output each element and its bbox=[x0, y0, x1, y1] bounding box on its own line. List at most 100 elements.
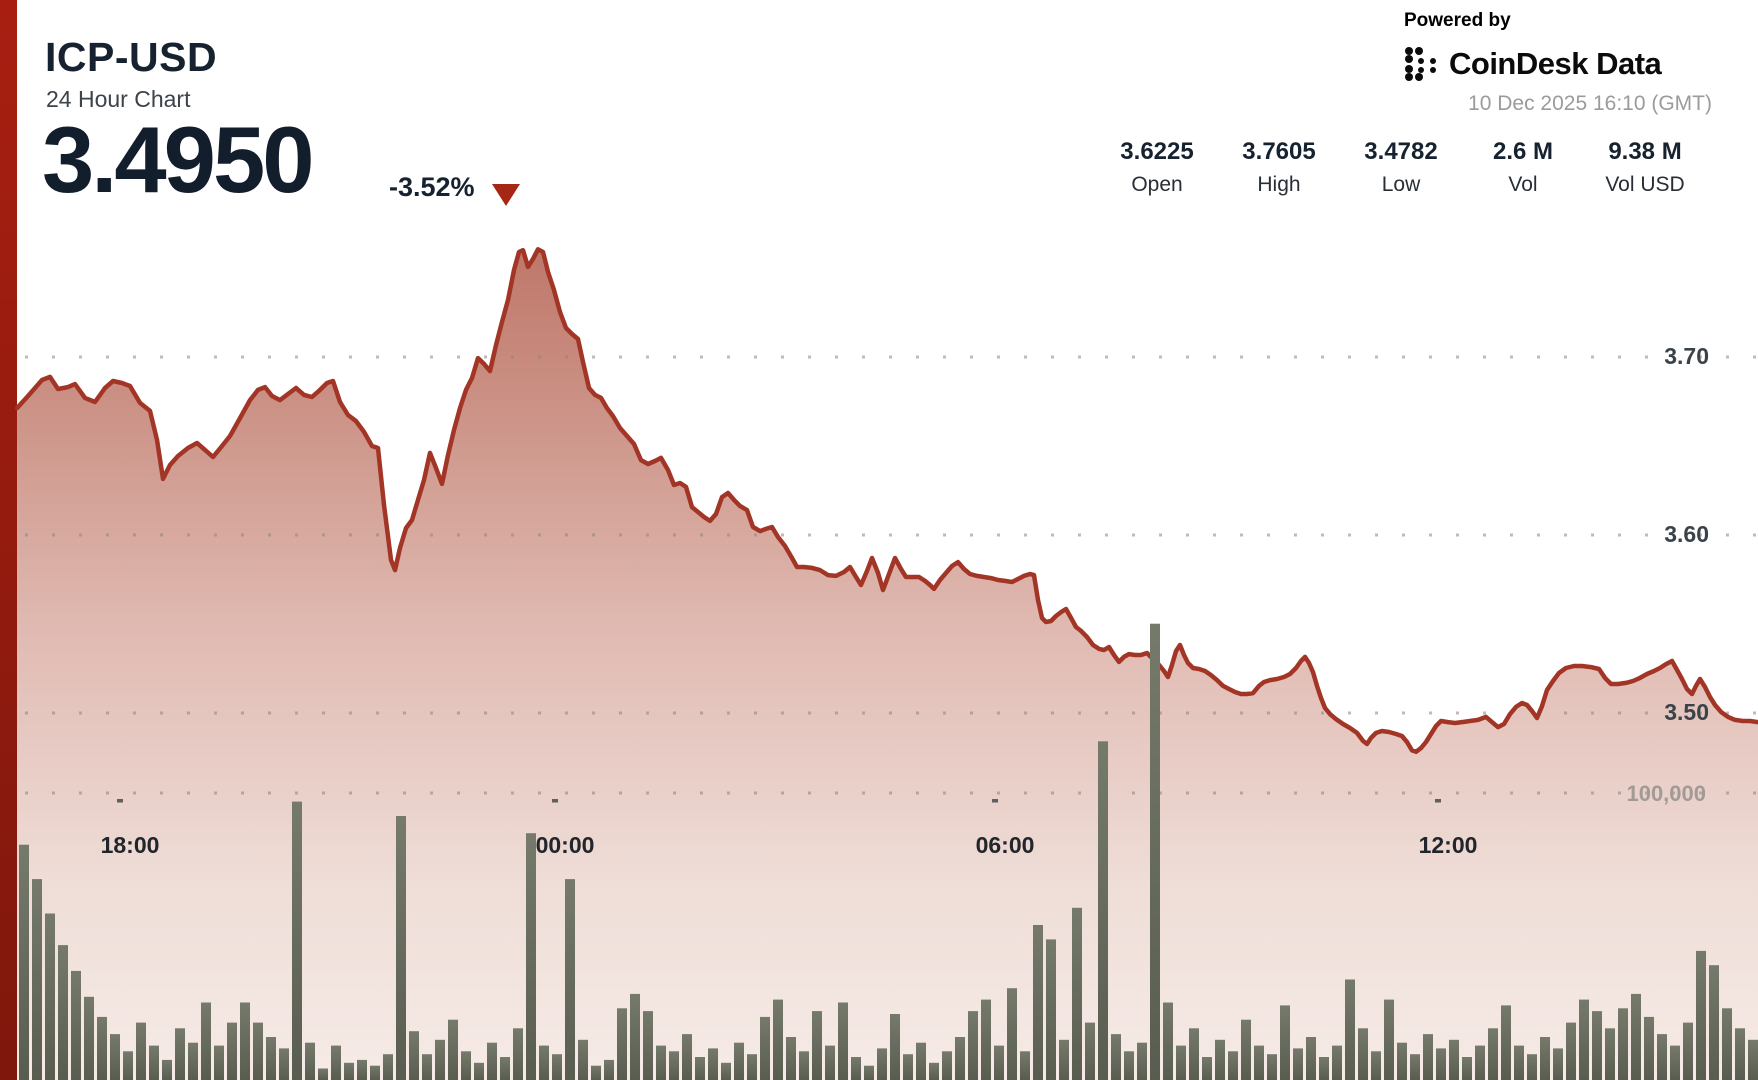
stat-value: 9.38 M bbox=[1608, 138, 1682, 165]
volume-bar bbox=[500, 1057, 510, 1080]
volume-bar bbox=[370, 1065, 380, 1080]
volume-bar bbox=[929, 1062, 939, 1080]
volume-bar bbox=[1540, 1037, 1550, 1080]
volume-bar bbox=[253, 1022, 263, 1080]
volume-bar bbox=[110, 1034, 120, 1080]
volume-bar bbox=[1098, 741, 1108, 1080]
volume-bar bbox=[383, 1054, 393, 1080]
volume-bar bbox=[175, 1028, 185, 1080]
volume-bar bbox=[331, 1045, 341, 1080]
volume-bar bbox=[669, 1051, 679, 1080]
volume-bar bbox=[318, 1068, 328, 1080]
volume-bar bbox=[1293, 1048, 1303, 1080]
stat-open: 3.6225 Open bbox=[1096, 138, 1218, 197]
y-axis-label-3-60: 3.60 bbox=[1664, 521, 1709, 547]
volume-bar bbox=[1241, 1019, 1251, 1080]
volume-bar bbox=[656, 1045, 666, 1080]
volume-bar bbox=[1267, 1054, 1277, 1080]
stat-value: 3.7605 bbox=[1242, 138, 1316, 165]
time-tick bbox=[552, 799, 558, 803]
x-axis-label-06: 06:00 bbox=[975, 832, 1035, 858]
volume-bar bbox=[1670, 1045, 1680, 1080]
volume-bar bbox=[799, 1051, 809, 1080]
volume-bar bbox=[1202, 1057, 1212, 1080]
volume-bar bbox=[435, 1039, 445, 1080]
volume-bar bbox=[396, 816, 406, 1080]
volume-bar bbox=[422, 1054, 432, 1080]
volume-bar bbox=[1046, 939, 1056, 1080]
volume-bar bbox=[201, 1002, 211, 1080]
volume-bar bbox=[188, 1042, 198, 1080]
x-axis-label-18: 18:00 bbox=[100, 832, 160, 858]
volume-bar bbox=[1085, 1022, 1095, 1080]
volume-bar bbox=[149, 1045, 159, 1080]
time-tick bbox=[117, 799, 123, 803]
stat-label: Open bbox=[1131, 173, 1183, 196]
volume-bar bbox=[981, 999, 991, 1080]
volume-bar bbox=[838, 1002, 848, 1080]
volume-bar bbox=[539, 1045, 549, 1080]
stat-label: Vol USD bbox=[1605, 173, 1685, 196]
volume-bar bbox=[1124, 1051, 1134, 1080]
volume-bar bbox=[578, 1039, 588, 1080]
stat-vol: 2.6 M Vol bbox=[1462, 138, 1584, 197]
stat-label: Vol bbox=[1508, 173, 1538, 196]
volume-bar bbox=[682, 1034, 692, 1080]
stats-row: 3.6225 Open 3.7605 High 3.4782 Low 2.6 M… bbox=[1096, 138, 1706, 197]
volume-bar bbox=[877, 1048, 887, 1080]
powered-by-text: Powered by bbox=[1404, 10, 1511, 31]
volume-bar bbox=[1150, 623, 1160, 1080]
volume-bar bbox=[1592, 1011, 1602, 1080]
volume-bar bbox=[630, 993, 640, 1080]
time-tick-marks bbox=[117, 799, 1441, 803]
volume-bar bbox=[1709, 965, 1719, 1080]
volume-bar bbox=[1072, 907, 1082, 1080]
volume-bar bbox=[305, 1042, 315, 1080]
volume-bar bbox=[409, 1031, 419, 1080]
down-triangle-icon bbox=[492, 184, 520, 206]
volume-bar bbox=[1345, 979, 1355, 1080]
volume-bar bbox=[461, 1051, 471, 1080]
volume-bar bbox=[1384, 999, 1394, 1080]
volume-bar bbox=[1488, 1028, 1498, 1080]
volume-bar bbox=[1449, 1039, 1459, 1080]
branding-block: Powered by CoinDesk Data 10 Dec 2025 1 bbox=[1404, 10, 1712, 116]
volume-bar bbox=[890, 1014, 900, 1080]
volume-bar bbox=[266, 1037, 276, 1080]
volume-bar bbox=[1410, 1054, 1420, 1080]
volume-bar bbox=[344, 1062, 354, 1080]
volume-bar bbox=[474, 1062, 484, 1080]
volume-bar bbox=[1137, 1042, 1147, 1080]
volume-bar bbox=[773, 999, 783, 1080]
volume-bar bbox=[695, 1057, 705, 1080]
volume-bar bbox=[1215, 1039, 1225, 1080]
volume-bar bbox=[591, 1065, 601, 1080]
coindesk-logo-icon bbox=[1405, 47, 1436, 81]
volume-bar bbox=[1722, 1008, 1732, 1080]
volume-bar bbox=[968, 1011, 978, 1080]
volume-bar bbox=[1566, 1022, 1576, 1080]
volume-bar bbox=[1319, 1057, 1329, 1080]
volume-bar bbox=[1462, 1057, 1472, 1080]
volume-bar bbox=[565, 879, 575, 1080]
volume-bar bbox=[942, 1051, 952, 1080]
volume-bar bbox=[1228, 1051, 1238, 1080]
volume-bar bbox=[903, 1054, 913, 1080]
volume-bar bbox=[552, 1054, 562, 1080]
volume-bar bbox=[1332, 1045, 1342, 1080]
volume-bar bbox=[1189, 1028, 1199, 1080]
coindesk-logo[interactable]: CoinDesk Data bbox=[1404, 46, 1712, 82]
volume-bars bbox=[19, 623, 1758, 1080]
chart-subtitle: 24 Hour Chart bbox=[46, 86, 191, 112]
volume-bar bbox=[1501, 1005, 1511, 1080]
volume-bar bbox=[786, 1037, 796, 1080]
volume-bar bbox=[1397, 1042, 1407, 1080]
volume-bar bbox=[604, 1059, 614, 1080]
volume-bar bbox=[643, 1011, 653, 1080]
dotted-gridlines bbox=[25, 355, 1758, 795]
volume-bar bbox=[1436, 1048, 1446, 1080]
volume-bar bbox=[97, 1016, 107, 1080]
volume-bar bbox=[1280, 1005, 1290, 1080]
